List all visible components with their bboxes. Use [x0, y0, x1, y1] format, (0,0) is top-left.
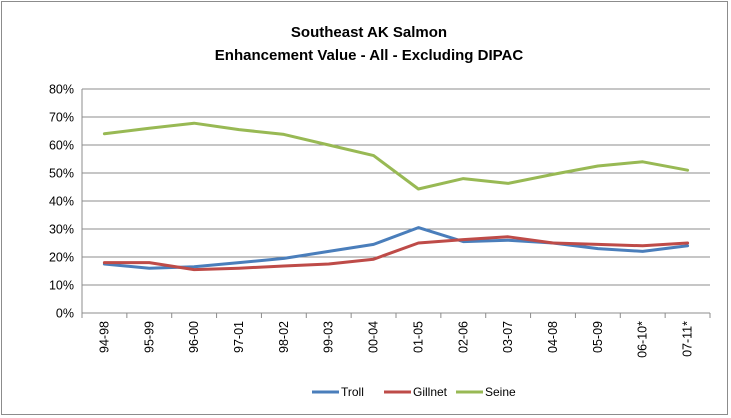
x-tick-label: 06-10* — [636, 321, 650, 358]
chart-title-line-1: Southeast AK Salmon — [291, 24, 447, 41]
x-tick-label: 94-98 — [97, 321, 111, 353]
series-line-seine — [102, 121, 690, 191]
x-tick-label: 95-99 — [142, 321, 156, 353]
x-tick-label: 02-06 — [456, 321, 470, 353]
y-tick-label: 50% — [49, 167, 74, 181]
x-axis: 94-98 95-99 96-00 97-01 98-02 99-03 00-04 01-05… — [81, 89, 711, 358]
y-tick-label: 80% — [49, 83, 74, 97]
y-tick-label: 30% — [49, 223, 74, 237]
y-tick-label: 40% — [49, 195, 74, 209]
y-tick-label: 20% — [49, 251, 74, 265]
y-tick-label: 0% — [56, 307, 74, 321]
legend-label-seine: Seine — [485, 385, 516, 399]
series-line-gillnet — [102, 235, 690, 272]
legend: Troll Gillnet Seine — [312, 385, 516, 399]
legend-label-troll: Troll — [341, 385, 364, 399]
series-lines — [102, 121, 690, 272]
x-tick-label: 07-11* — [681, 321, 695, 357]
x-tick-label: 99-03 — [322, 321, 336, 353]
y-tick-label: 60% — [49, 139, 74, 153]
y-axis-ticks: 0% 10% 20% 30% 40% 50% 60% 70% 80% — [49, 83, 74, 321]
x-tick-label: 03-07 — [501, 321, 515, 353]
y-tick-label: 10% — [49, 279, 74, 293]
gridlines — [82, 88, 710, 314]
x-tick-label: 01-05 — [411, 321, 425, 353]
x-tick-label: 04-08 — [546, 321, 560, 353]
y-tick-label: 70% — [49, 111, 74, 125]
chart-title-line-2: Enhancement Value - All - Excluding DIPA… — [215, 47, 524, 64]
x-tick-label: 05-09 — [591, 321, 605, 353]
series-line-troll — [102, 226, 690, 270]
x-tick-label: 00-04 — [367, 321, 381, 353]
x-tick-label: 96-00 — [187, 321, 201, 353]
x-tick-label: 98-02 — [277, 321, 291, 353]
legend-label-gillnet: Gillnet — [413, 385, 448, 399]
x-tick-label: 97-01 — [232, 321, 246, 353]
